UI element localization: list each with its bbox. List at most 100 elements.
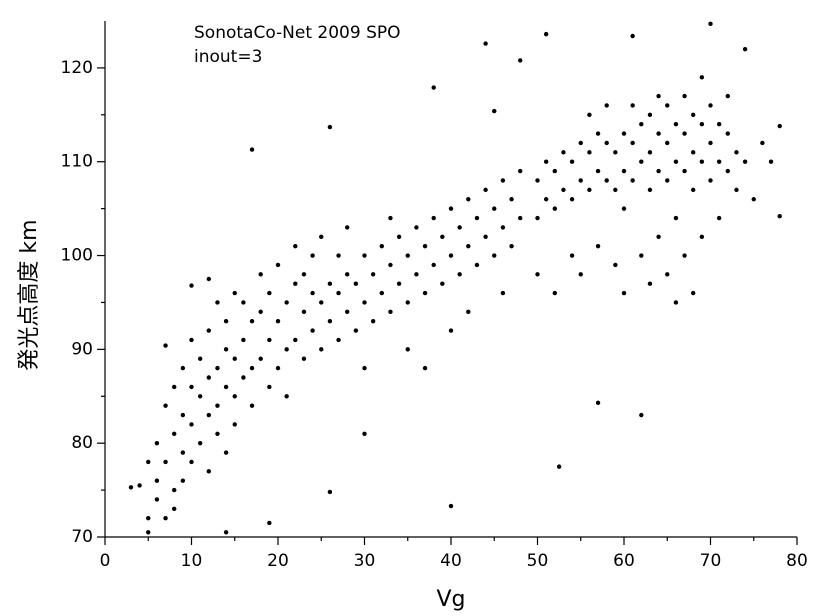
point [621, 206, 627, 211]
point [578, 178, 583, 183]
point [561, 187, 566, 193]
point [639, 159, 644, 164]
y-axis-label: 発光点高度 km [17, 219, 42, 370]
point [370, 272, 376, 277]
point [189, 384, 194, 390]
point [414, 225, 419, 230]
point [500, 178, 506, 183]
point [578, 140, 583, 146]
point [552, 206, 557, 211]
point [647, 112, 653, 118]
point [587, 150, 592, 155]
point [630, 103, 635, 108]
point [448, 328, 454, 333]
point [180, 412, 186, 418]
y-tick-label: 70 [71, 527, 93, 547]
point [431, 85, 436, 90]
point [310, 328, 315, 333]
point [327, 319, 333, 324]
point [396, 234, 402, 239]
point [180, 365, 186, 371]
point [396, 281, 402, 286]
point [345, 309, 350, 315]
point [293, 337, 298, 343]
y-tick-label: 110 [61, 152, 93, 172]
point [708, 103, 713, 108]
point [665, 103, 670, 108]
point [258, 309, 263, 315]
point [448, 206, 454, 211]
point [206, 469, 211, 474]
point [310, 253, 315, 258]
point [249, 147, 255, 152]
point [293, 243, 298, 249]
x-tick-label: 0 [100, 551, 111, 571]
point [440, 234, 445, 239]
point [543, 159, 549, 164]
point [154, 440, 160, 446]
point [154, 478, 160, 483]
x-axis-label: Vg [436, 587, 465, 612]
point [656, 131, 661, 136]
point [483, 234, 488, 239]
point [232, 422, 237, 427]
point [319, 347, 324, 352]
point [206, 375, 211, 380]
point [345, 225, 350, 230]
point [223, 319, 229, 324]
point [310, 290, 315, 296]
point [725, 93, 730, 99]
point [691, 112, 696, 118]
point [716, 159, 722, 164]
point [180, 450, 186, 455]
point [639, 412, 644, 418]
point [319, 234, 324, 239]
point [128, 485, 134, 490]
point [206, 328, 211, 333]
point [708, 140, 713, 146]
point [362, 431, 367, 436]
point [267, 290, 272, 296]
point [630, 140, 635, 146]
point [232, 394, 237, 399]
point [777, 213, 782, 219]
point [595, 168, 601, 174]
point [163, 343, 168, 348]
point [362, 300, 367, 305]
point [543, 197, 549, 202]
point [405, 347, 410, 352]
point [535, 215, 540, 221]
point [197, 394, 203, 399]
point [621, 168, 627, 174]
point [258, 272, 263, 277]
x-tick-label: 10 [181, 551, 203, 571]
x-tick-label: 70 [700, 551, 722, 571]
point [483, 187, 488, 193]
point [665, 140, 670, 146]
point [716, 122, 722, 127]
point [284, 300, 289, 305]
point [336, 253, 341, 258]
point [751, 197, 756, 202]
point [535, 178, 540, 183]
point [215, 365, 220, 371]
point [716, 215, 722, 221]
point [725, 168, 730, 174]
point [301, 272, 307, 277]
point [241, 375, 246, 380]
point [249, 365, 255, 371]
point [146, 516, 151, 521]
point [742, 46, 748, 52]
point [172, 431, 177, 436]
y-tick-label: 100 [61, 246, 93, 266]
point [249, 319, 255, 324]
point [370, 319, 376, 324]
point [172, 384, 177, 390]
point [284, 347, 289, 352]
point [163, 516, 168, 521]
point [492, 253, 497, 258]
point [509, 197, 514, 202]
point [639, 253, 644, 258]
point [353, 281, 359, 286]
point [388, 262, 393, 268]
